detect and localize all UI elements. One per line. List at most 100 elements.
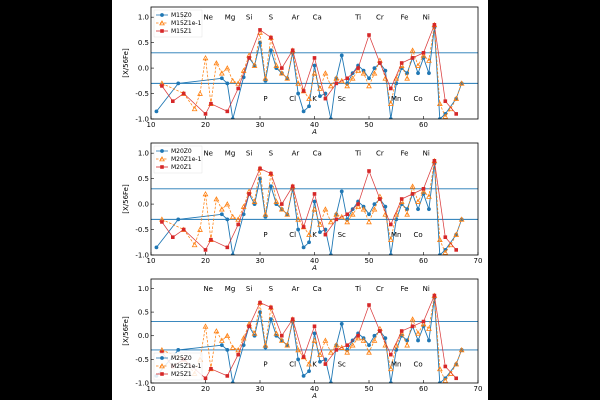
series-line-M15Z1e-1	[161, 24, 462, 118]
y-tick-label: 1.0	[138, 285, 149, 293]
element-label-Ti: Ti	[354, 285, 361, 293]
legend-label-M25Z1: M25Z1	[171, 371, 192, 378]
data-point-M25Z1-4	[209, 367, 213, 371]
data-point-M15Z0-32	[388, 117, 393, 119]
data-point-M25Z0-28	[367, 343, 371, 348]
data-point-M25Z1-17	[356, 333, 360, 338]
data-point-M20Z1e-1-17	[273, 198, 280, 204]
data-point-M20Z1e-1-41	[404, 211, 411, 217]
data-point-M25Z1-20	[389, 352, 393, 357]
data-point-M15Z1-8	[258, 28, 262, 32]
legend-label-M25Z0: M25Z0	[171, 355, 192, 362]
data-point-M20Z1-11	[290, 184, 295, 189]
data-point-M25Z1e-1-31	[349, 342, 356, 348]
data-point-M20Z1-15	[334, 217, 339, 222]
x-tick-label: 20	[201, 385, 210, 393]
x-tick-label: 10	[147, 385, 156, 393]
data-point-M20Z0-39	[427, 207, 431, 212]
data-point-M20Z1e-1-21	[295, 216, 302, 222]
data-point-M15Z1-12	[301, 89, 306, 93]
data-point-M25Z1e-1-26	[322, 337, 329, 343]
plot-area	[151, 157, 478, 255]
data-point-M15Z1-24	[432, 23, 437, 27]
data-point-M25Z1-24	[432, 293, 437, 298]
data-point-M25Z0-32	[388, 381, 393, 383]
data-point-M25Z1-19	[378, 329, 382, 333]
y-tick-label: -1.0	[135, 116, 149, 124]
data-point-M15Z1-10	[280, 66, 284, 70]
data-point-M15Z1-17	[356, 66, 360, 70]
data-point-M20Z1-1	[171, 235, 175, 239]
data-point-M25Z1e-1-42	[409, 316, 416, 322]
data-point-M20Z1-6	[236, 222, 240, 227]
element-label-Co: Co	[413, 231, 422, 239]
data-point-M15Z0-28	[367, 76, 371, 81]
data-point-M20Z1-23	[421, 187, 426, 191]
data-point-M25Z1-25	[443, 364, 448, 369]
element-label-Mg: Mg	[225, 150, 235, 158]
data-point-M25Z1e-1-27	[327, 349, 334, 355]
legend-label-M15Z0: M15Z0	[171, 12, 192, 19]
data-point-M20Z1e-1-51	[458, 216, 465, 222]
data-point-M25Z1-13	[312, 324, 317, 329]
data-point-M15Z1e-1-42	[409, 47, 416, 53]
data-point-M15Z0-39	[427, 71, 431, 76]
data-point-M25Z0-31	[383, 336, 388, 340]
data-point-M15Z1-16	[345, 76, 349, 81]
data-point-M20Z1e-1-19	[284, 211, 291, 217]
legend-label-M25Z1e-1: M25Z1e-1	[171, 363, 202, 370]
x-tick-label: 60	[419, 385, 428, 393]
data-point-M15Z0-4	[230, 117, 235, 119]
data-point-M20Z1-3	[203, 248, 208, 252]
data-point-M20Z0-29	[372, 202, 377, 206]
data-point-M15Z0-15	[296, 91, 301, 96]
data-point-M25Z1e-1-6	[213, 328, 220, 334]
data-point-M20Z0-4	[230, 253, 235, 255]
data-point-M20Z1e-1-35	[371, 206, 378, 212]
element-label-P: P	[263, 231, 267, 239]
plot-area	[151, 292, 478, 383]
data-point-M25Z1e-1-35	[371, 337, 378, 343]
data-point-M20Z1e-1-38	[387, 236, 394, 243]
data-point-M25Z1e-1-28	[333, 342, 340, 348]
data-point-M15Z1e-1-9	[229, 77, 236, 84]
legend-marker-M25Z0	[160, 356, 164, 360]
data-point-M25Z1e-1-4	[202, 323, 209, 329]
data-point-M25Z1e-1-48	[442, 377, 449, 383]
series-line-M20Z1e-1	[161, 160, 462, 254]
data-point-M25Z0-16	[301, 374, 306, 378]
data-point-M15Z0-18	[312, 63, 317, 68]
data-point-M25Z1e-1-34	[366, 349, 372, 355]
y-axis-label: [X/56Fe]	[122, 184, 130, 214]
x-tick-label: 50	[365, 257, 374, 265]
data-point-M20Z0-19	[318, 230, 322, 234]
element-label-Fe: Fe	[400, 285, 408, 293]
data-point-M20Z1e-1-15	[262, 211, 269, 217]
data-point-M20Z1e-1-24	[311, 206, 318, 212]
data-point-M25Z1-9	[269, 305, 273, 310]
data-point-M15Z0-3	[225, 81, 230, 86]
data-point-M15Z1e-1-35	[371, 70, 378, 76]
chart-panel-1: ONeMgSiSArCaTiCrFeNiPClKScMnCo1020304050…	[122, 6, 479, 136]
data-point-M20Z1e-1-9	[229, 213, 236, 220]
data-point-M15Z1e-1-34	[366, 82, 372, 89]
legend-label-M20Z1: M20Z1	[171, 164, 192, 171]
data-point-M20Z0-3	[225, 217, 230, 222]
data-point-M15Z1e-1-13	[251, 62, 258, 68]
data-point-M20Z0-1	[176, 217, 181, 222]
data-point-M15Z1e-1-18	[278, 70, 285, 76]
y-axis-label: [X/56Fe]	[122, 48, 130, 78]
data-point-M25Z1e-1-47	[436, 365, 443, 372]
x-tick-label: 30	[256, 257, 265, 265]
data-point-M20Z1-24	[432, 159, 437, 163]
data-point-M15Z1e-1-17	[273, 62, 280, 68]
data-point-M25Z1e-1-18	[278, 337, 285, 343]
x-tick-label: 30	[256, 385, 265, 393]
element-label-Ca: Ca	[313, 285, 322, 293]
x-tick-label: 70	[474, 385, 483, 393]
data-point-M25Z1-26	[454, 376, 458, 381]
element-label-Cr: Cr	[376, 150, 384, 158]
data-point-M20Z1e-1-3	[197, 226, 203, 232]
data-point-M15Z1e-1-15	[262, 75, 269, 81]
